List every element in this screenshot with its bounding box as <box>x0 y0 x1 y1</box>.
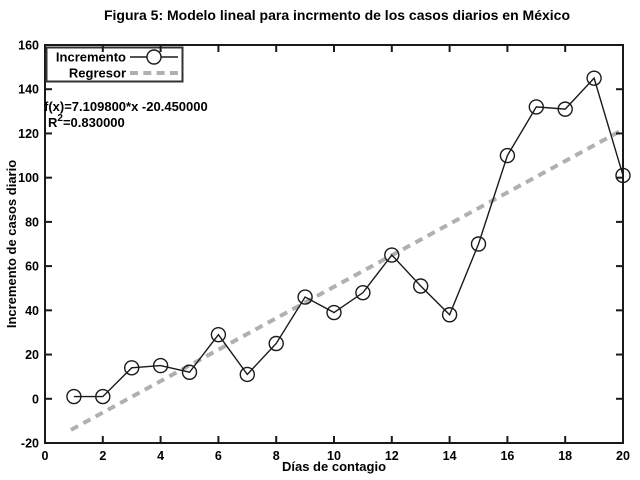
legend-box <box>45 46 184 83</box>
data-point-marker <box>441 307 458 323</box>
x-tick-label: 16 <box>500 449 514 463</box>
x-tick-label: 12 <box>385 449 399 463</box>
x-axis-label: Días de contagio <box>282 459 386 474</box>
data-point-marker <box>210 326 227 343</box>
y-tick-label: 120 <box>18 127 39 141</box>
legend: Incremento Regresor <box>45 46 184 83</box>
legend-sample-circle-marker-icon <box>146 49 162 65</box>
regressor-line <box>70 127 624 432</box>
y-tick-label: 160 <box>18 39 39 53</box>
r-squared-text: R2=0.830000 <box>48 113 125 130</box>
data-point-marker <box>615 167 631 184</box>
incremento-polyline <box>73 76 624 398</box>
x-tick-label: 8 <box>273 449 280 463</box>
data-point-marker <box>413 278 429 294</box>
legend-label-incremento: Incremento <box>56 50 126 65</box>
x-tick-label: 4 <box>157 449 164 463</box>
r-squared-value: =0.830000 <box>63 115 125 130</box>
y-tick-label: 100 <box>18 171 39 185</box>
data-point-marker <box>528 99 544 115</box>
y-tick-label: 20 <box>25 348 39 362</box>
x-tick-label: 2 <box>99 449 106 463</box>
data-point-marker <box>355 284 371 301</box>
x-tick-label: 20 <box>616 449 630 463</box>
data-point-marker <box>586 70 602 86</box>
data-point-marker <box>557 101 573 117</box>
data-point-marker <box>123 360 140 376</box>
data-point-marker <box>268 335 284 352</box>
fit-annotation: f(x)=7.109800*x -20.450000 R2=0.830000 <box>44 99 208 130</box>
axis-ticks <box>44 44 624 444</box>
y-axis-label: Incremento de casos diario <box>4 160 19 328</box>
data-point-marker <box>152 357 169 374</box>
y-tick-label: -20 <box>21 437 39 451</box>
data-point-marker <box>499 147 516 164</box>
data-point-marker <box>470 236 487 252</box>
data-point-marker <box>326 304 342 321</box>
y-tick-label: 80 <box>25 215 39 229</box>
data-point-marker <box>384 247 400 263</box>
regressor-line-series <box>70 127 624 432</box>
chart-title: Figura 5: Modelo lineal para incrmento d… <box>104 7 570 23</box>
y-tick-label: 0 <box>32 392 39 406</box>
fit-equation-text: f(x)=7.109800*x -20.450000 <box>44 99 208 114</box>
data-point-marker <box>297 289 313 305</box>
data-point-marker <box>239 366 256 383</box>
data-point-marker <box>181 364 198 380</box>
r-squared-superscript: 2 <box>57 113 63 124</box>
x-tick-label: 6 <box>215 449 222 463</box>
x-tick-label: 18 <box>558 449 572 463</box>
r-squared-base: R <box>48 115 58 130</box>
y-tick-labels: -20 0 20 40 60 80 100 120 140 160 <box>18 39 39 451</box>
incremento-series <box>66 70 631 405</box>
x-tick-labels: 0 2 4 6 8 10 12 14 16 18 20 <box>42 449 630 463</box>
y-tick-label: 60 <box>25 260 39 274</box>
data-point-marker <box>66 388 82 405</box>
x-tick-label: 10 <box>327 449 341 463</box>
y-tick-label: 140 <box>18 83 39 97</box>
legend-label-regresor: Regresor <box>69 66 126 81</box>
x-tick-label: 14 <box>443 449 457 463</box>
y-tick-label: 40 <box>25 304 39 318</box>
x-tick-label: 0 <box>42 449 49 463</box>
data-point-marker <box>95 388 111 405</box>
